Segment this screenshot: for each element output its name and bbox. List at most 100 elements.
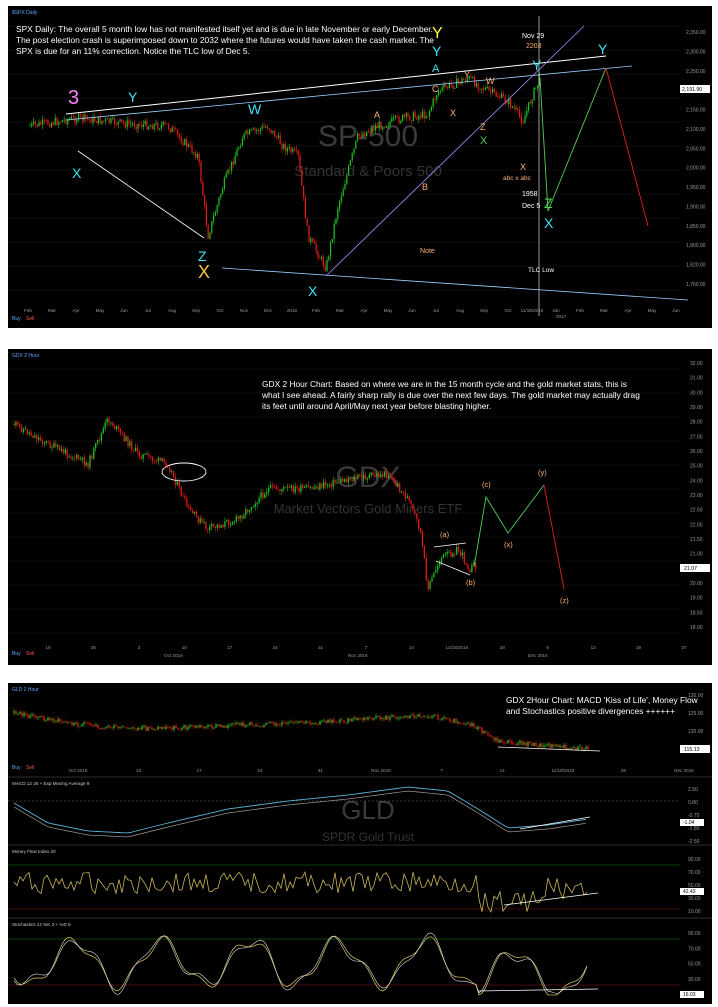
spx-candle (178, 134, 181, 138)
gld-candle (223, 725, 225, 728)
gdx-candle (165, 461, 167, 467)
stoch-box: 16.03 (683, 992, 696, 998)
gld-candle (67, 722, 69, 723)
spx-candle (428, 111, 431, 117)
gld-candle (165, 726, 167, 730)
spx-candle (153, 124, 155, 130)
gld-candle (231, 723, 233, 725)
gdx-candle (191, 510, 194, 514)
gld-candle (439, 719, 441, 721)
gld-candle (13, 711, 15, 713)
gdx-candle (269, 485, 272, 488)
gld-candle (355, 717, 357, 721)
spx-candle (466, 78, 469, 82)
gdx-candle (125, 436, 127, 442)
gdx-candle (64, 449, 66, 454)
gdx-candle (456, 546, 458, 555)
gdx-candle (429, 581, 431, 589)
gdx-candle (153, 460, 156, 462)
gdx-candle (19, 423, 21, 427)
gdx-candle (224, 521, 226, 527)
spx-candle (369, 132, 371, 133)
spx-candle (302, 185, 305, 198)
wave-label: X (480, 135, 488, 147)
gdx-candle (258, 497, 260, 503)
macd-signal-line (13, 790, 587, 838)
gld-candle (71, 722, 73, 726)
gld-candle (365, 717, 367, 720)
gld-candle (167, 726, 169, 728)
spx-time-tick: Dec (264, 308, 273, 313)
gld-candle (101, 727, 103, 729)
macd-tick: -1.80 (688, 826, 700, 832)
spx-candle (59, 122, 62, 123)
gld-price-box: 115.13 (684, 747, 700, 753)
spx-time-tick: Mar (336, 308, 344, 313)
spx-candle (133, 123, 136, 127)
gld-candle (513, 743, 515, 745)
gdx-candle (167, 466, 169, 468)
spx-candle (119, 119, 121, 122)
gld-candle (563, 744, 565, 748)
gdx-price-tick: 21.00 (690, 552, 703, 558)
gdx-candle (385, 471, 388, 478)
gld-candle (451, 721, 453, 723)
gdx-time-tick: 26 (91, 645, 97, 650)
gdx-candle (91, 455, 93, 459)
gld-candle (523, 742, 525, 745)
gld-price-tick: 130.00 (688, 693, 704, 699)
gld-candle (27, 714, 29, 718)
gdx-candle (370, 472, 372, 475)
gld-candle (545, 745, 547, 747)
gdx-candle (87, 462, 89, 468)
gld-candle (497, 738, 499, 743)
gdx-candle (328, 484, 331, 486)
gld-candle (489, 735, 491, 736)
gdx-candle (452, 553, 454, 557)
spx-candle (344, 184, 346, 190)
spx-candle (391, 117, 393, 122)
spx-candle (481, 88, 483, 90)
gdx-candle (55, 443, 57, 447)
gdx-candle (338, 482, 340, 484)
gdx-candle (345, 479, 348, 483)
spx-candle (389, 121, 391, 126)
spx-candle (398, 116, 400, 123)
gld-candle (401, 717, 403, 718)
spx-candle (387, 125, 389, 127)
spx-candle (504, 96, 506, 102)
mfi-tick: 90.00 (688, 857, 701, 863)
spx-candle (288, 147, 290, 149)
spx-price-tick: 1,760.00 (686, 282, 706, 288)
gld-candle (41, 716, 43, 717)
gdx-candle (47, 441, 49, 443)
spx-candle (317, 251, 319, 258)
spx-candle (434, 98, 436, 100)
gdx-candle (380, 474, 382, 478)
gdx-candle (296, 486, 298, 488)
gdx-candle (302, 485, 304, 488)
gld-candle (299, 720, 301, 722)
spx-candle (151, 125, 154, 130)
gld-candle (219, 724, 221, 727)
gdx-candle (347, 478, 350, 483)
gdx-time-tick: 28 (500, 645, 506, 650)
gdx-candle (134, 447, 137, 451)
gdx-candle (106, 418, 108, 423)
gld-candle (559, 745, 561, 748)
gld-candle (353, 717, 355, 719)
gld-candle (525, 742, 527, 746)
gld-candle (443, 717, 445, 719)
gld-candle (405, 715, 407, 717)
gdx-candle (351, 479, 353, 481)
gld-candle (487, 732, 489, 736)
gld-time-tick: 7 (440, 768, 443, 773)
gdx-candle (142, 454, 144, 459)
spx-price-tick: 1,950.00 (686, 185, 706, 191)
gdx-price-tick: 22.00 (690, 522, 703, 528)
gld-candle (193, 726, 195, 728)
spx-candle (464, 79, 467, 82)
gld-candle (547, 743, 549, 746)
spx-candle (400, 121, 402, 123)
spx-candle (209, 232, 211, 239)
